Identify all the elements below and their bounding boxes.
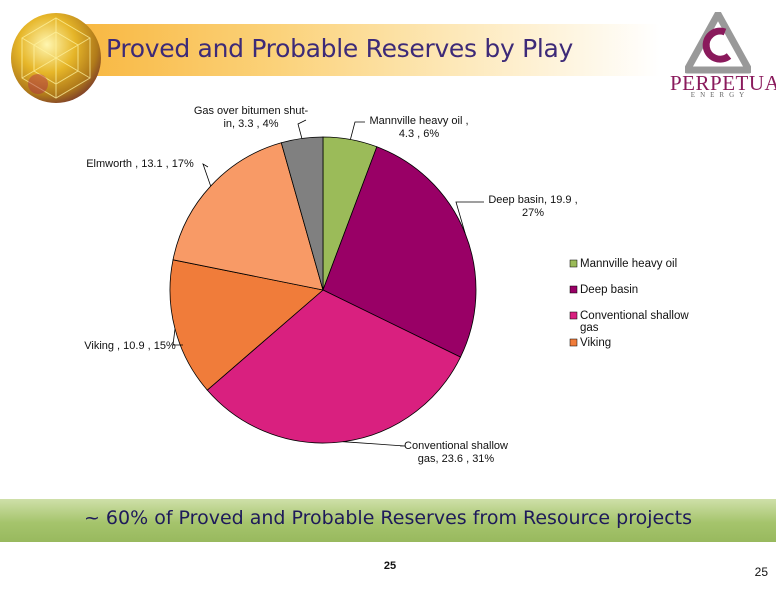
leader-line-conventional-shallow-gas bbox=[342, 441, 406, 447]
banner-text: ~ 60% of Proved and Probable Reserves fr… bbox=[83, 507, 693, 529]
leader-line-elmworth bbox=[202, 163, 212, 187]
data-label-elmworth: Elmworth , 13.1 , 17% bbox=[86, 158, 194, 170]
data-label-deep-basin: Deep basin, 19.9 , 27% bbox=[488, 194, 577, 219]
leader-line-viking bbox=[172, 328, 183, 346]
data-label-viking: Viking , 10.9 , 15% bbox=[84, 340, 176, 352]
pie-slice-elmworth bbox=[172, 142, 324, 291]
legend-label-viking: Viking bbox=[580, 337, 611, 349]
logo-subtitle: ENERGY bbox=[690, 91, 750, 99]
logo-name: PERPETUAL bbox=[670, 71, 776, 95]
leader-line-deep-basin bbox=[455, 201, 484, 234]
leader-line-gas-over-bitumen-shut-in bbox=[297, 119, 307, 139]
page-number-right: 25 bbox=[754, 565, 768, 579]
pie-slices bbox=[169, 136, 477, 444]
legend-label-deep-basin: Deep basin bbox=[580, 284, 638, 296]
legend-swatch-deep-basin bbox=[569, 285, 578, 294]
globe-icon bbox=[11, 13, 101, 103]
title-bar bbox=[70, 24, 660, 76]
legend-label-mannville-heavy-oil: Mannville heavy oil bbox=[580, 258, 677, 270]
page-title: Proved and Probable Reserves by Play bbox=[106, 34, 574, 63]
pie-slice-gas-over-bitumen-shut-in bbox=[280, 136, 324, 291]
legend-swatch-viking bbox=[569, 338, 578, 347]
data-label-conventional-shallow-gas: Conventional shallow gas, 23.6 , 31% bbox=[404, 440, 508, 465]
page-number-center: 25 bbox=[383, 560, 397, 572]
data-label-mannville-heavy-oil: Mannville heavy oil , 4.3 , 6% bbox=[369, 115, 468, 140]
pie-slice-conventional-shallow-gas bbox=[206, 289, 462, 444]
legend-swatch-conventional-shallow-gas bbox=[569, 311, 578, 320]
summary-banner: ~ 60% of Proved and Probable Reserves fr… bbox=[0, 499, 776, 542]
leader-lines bbox=[172, 119, 484, 447]
legend: Mannville heavy oil Deep basin Conventiona… bbox=[569, 258, 689, 349]
legend-swatch-mannville-heavy-oil bbox=[569, 259, 578, 268]
perpetual-logo-icon bbox=[685, 12, 751, 74]
legend-label-conventional-shallow-gas: Conventional shallow gas bbox=[580, 310, 689, 334]
data-labels: Mannville heavy oil , 4.3 , 6% Deep basin,… bbox=[84, 105, 577, 465]
pie-chart: Mannville heavy oil , 4.3 , 6% Deep basin,… bbox=[84, 105, 689, 465]
leader-line-mannville-heavy-oil bbox=[350, 121, 365, 140]
data-label-gas-over-bitumen-shut-in: Gas over bitumen shut-in, 3.3 , 4% bbox=[194, 105, 309, 130]
